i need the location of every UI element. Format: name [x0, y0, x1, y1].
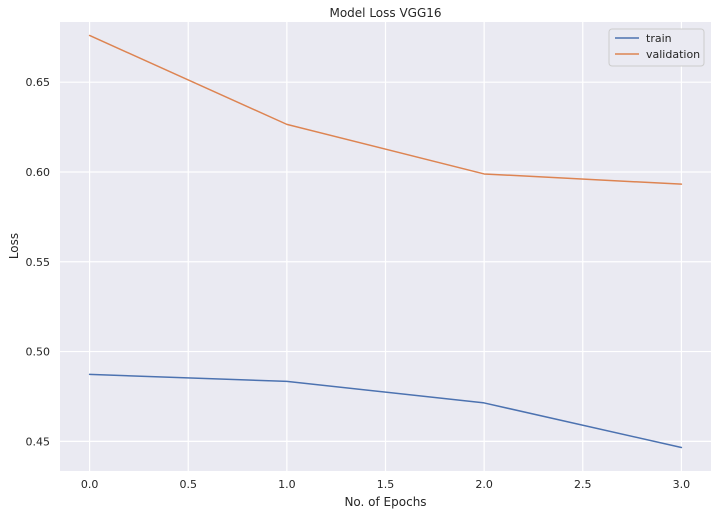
x-tick-label: 1.5	[377, 478, 395, 491]
x-tick-label: 2.0	[475, 478, 493, 491]
y-tick-label: 0.60	[26, 166, 51, 179]
x-tick-labels: 0.0 0.5 1.0 1.5 2.0 2.5 3.0	[81, 478, 690, 491]
legend-validation-label: validation	[646, 48, 700, 61]
legend: train validation	[608, 28, 705, 67]
y-tick-label: 0.50	[26, 346, 51, 359]
series-line-train	[88, 373, 683, 449]
legend-train-label: train	[646, 32, 672, 45]
x-tick-label: 2.5	[574, 478, 592, 491]
x-tick-label: 0.5	[179, 478, 197, 491]
x-tick-label: 1.0	[278, 478, 296, 491]
x-axis-label: No. of Epochs	[344, 495, 426, 509]
grid	[60, 22, 711, 471]
x-tick-label: 0.0	[81, 478, 99, 491]
series-line-validation	[88, 34, 683, 185]
y-axis-label: Loss	[7, 233, 21, 259]
y-tick-labels: 0.45 0.50 0.55 0.60 0.65	[26, 76, 51, 448]
y-tick-label: 0.65	[26, 76, 51, 89]
x-tick-label: 3.0	[673, 478, 691, 491]
series-lines	[88, 34, 683, 449]
y-tick-label: 0.45	[26, 435, 51, 448]
chart-title: Model Loss VGG16	[329, 6, 441, 20]
y-tick-label: 0.55	[26, 256, 51, 269]
